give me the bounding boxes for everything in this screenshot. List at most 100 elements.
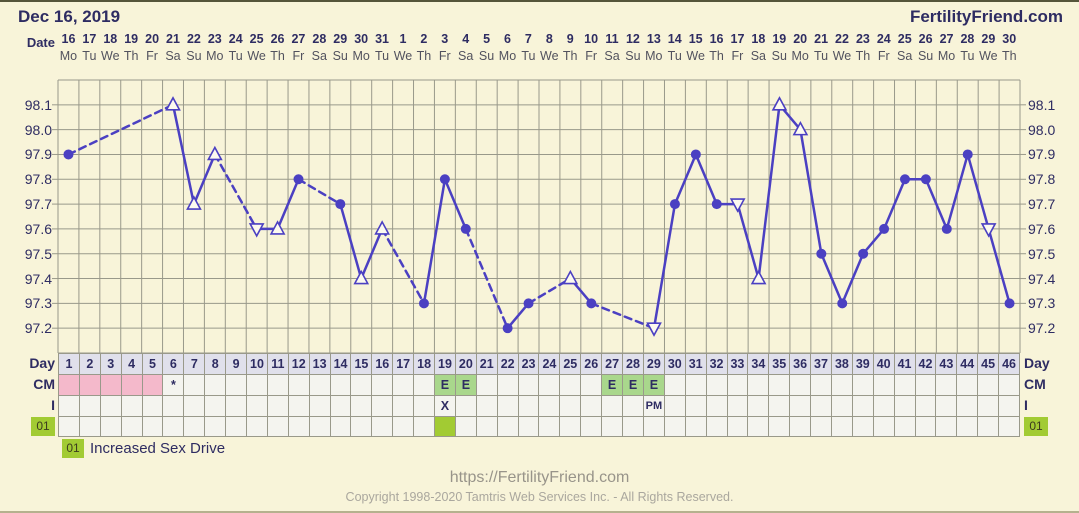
event-01-cell[interactable] (811, 417, 832, 436)
day-number-cell[interactable]: 6 (163, 354, 185, 374)
cm-cell[interactable] (873, 375, 895, 395)
event-01-cell[interactable] (393, 417, 415, 436)
event-01-cell[interactable] (476, 417, 498, 436)
cm-cell[interactable] (393, 375, 415, 395)
intercourse-cell[interactable] (915, 396, 937, 416)
intercourse-cell[interactable] (267, 396, 289, 416)
cm-cell[interactable] (121, 375, 143, 395)
intercourse-cell[interactable] (664, 396, 686, 416)
event-01-cell[interactable] (706, 417, 728, 436)
day-number-cell[interactable]: 15 (351, 354, 373, 374)
event-01-cell[interactable] (915, 417, 937, 436)
cm-cell[interactable] (999, 375, 1020, 395)
cm-cell[interactable] (351, 375, 373, 395)
event-01-cell[interactable] (330, 417, 352, 436)
cm-cell[interactable] (894, 375, 916, 395)
intercourse-cell[interactable] (247, 396, 268, 416)
day-number-cell[interactable]: 17 (393, 354, 415, 374)
day-number-cell[interactable]: 4 (121, 354, 143, 374)
event-01-cell[interactable] (59, 417, 80, 436)
event-01-cell[interactable] (769, 417, 791, 436)
day-number-cell[interactable]: 24 (539, 354, 561, 374)
day-number-cell[interactable]: 35 (769, 354, 791, 374)
intercourse-cell[interactable] (59, 396, 80, 416)
day-number-cell[interactable]: 7 (184, 354, 206, 374)
intercourse-cell[interactable] (372, 396, 394, 416)
day-number-cell[interactable]: 45 (978, 354, 1000, 374)
event-01-cell[interactable] (999, 417, 1020, 436)
event-01-cell[interactable] (226, 417, 248, 436)
event-01-cell[interactable] (560, 417, 582, 436)
cm-cell[interactable] (957, 375, 979, 395)
day-number-cell[interactable]: 30 (664, 354, 686, 374)
intercourse-cell[interactable] (790, 396, 812, 416)
cm-cell[interactable] (476, 375, 498, 395)
day-number-cell[interactable]: 31 (685, 354, 707, 374)
event-01-cell[interactable] (623, 417, 644, 436)
day-number-cell[interactable]: 1 (59, 354, 80, 374)
event-01-cell[interactable] (455, 417, 477, 436)
event-01-cell[interactable] (852, 417, 874, 436)
cm-cell[interactable] (685, 375, 707, 395)
cm-cell[interactable] (330, 375, 352, 395)
footer-url[interactable]: https://FertilityFriend.com (449, 469, 630, 486)
day-number-cell[interactable]: 23 (518, 354, 540, 374)
day-number-cell[interactable]: 18 (414, 354, 436, 374)
cm-cell[interactable] (100, 375, 122, 395)
intercourse-cell[interactable]: X (435, 396, 456, 416)
intercourse-cell[interactable] (414, 396, 436, 416)
event-01-cell[interactable] (539, 417, 561, 436)
intercourse-cell[interactable] (852, 396, 874, 416)
intercourse-cell[interactable] (831, 396, 853, 416)
event-01-cell[interactable] (894, 417, 916, 436)
cm-cell[interactable]: * (163, 375, 185, 395)
intercourse-cell[interactable] (288, 396, 310, 416)
intercourse-cell[interactable] (163, 396, 185, 416)
day-number-cell[interactable]: 11 (267, 354, 289, 374)
cm-cell[interactable] (267, 375, 289, 395)
event-01-cell[interactable] (685, 417, 707, 436)
intercourse-cell[interactable] (623, 396, 644, 416)
intercourse-cell[interactable] (205, 396, 227, 416)
day-number-cell[interactable]: 10 (247, 354, 268, 374)
intercourse-cell[interactable] (497, 396, 519, 416)
intercourse-cell[interactable] (226, 396, 248, 416)
event-01-cell[interactable] (957, 417, 979, 436)
day-number-cell[interactable]: 43 (936, 354, 958, 374)
cm-cell[interactable] (518, 375, 540, 395)
cm-cell[interactable] (811, 375, 832, 395)
day-number-cell[interactable]: 41 (894, 354, 916, 374)
cm-cell[interactable] (184, 375, 206, 395)
event-01-cell[interactable] (309, 417, 331, 436)
day-number-cell[interactable]: 40 (873, 354, 895, 374)
cm-cell[interactable] (790, 375, 812, 395)
cm-cell[interactable]: E (623, 375, 644, 395)
cm-cell[interactable] (414, 375, 436, 395)
event-01-cell[interactable] (435, 417, 456, 436)
day-number-cell[interactable]: 19 (435, 354, 456, 374)
cm-cell[interactable] (59, 375, 80, 395)
event-01-cell[interactable] (267, 417, 289, 436)
day-number-cell[interactable]: 39 (852, 354, 874, 374)
event-01-cell[interactable] (664, 417, 686, 436)
event-01-cell[interactable] (497, 417, 519, 436)
cm-cell[interactable] (936, 375, 958, 395)
intercourse-cell[interactable] (873, 396, 895, 416)
event-01-cell[interactable] (727, 417, 749, 436)
event-01-cell[interactable] (163, 417, 185, 436)
intercourse-cell[interactable] (811, 396, 832, 416)
intercourse-cell[interactable] (539, 396, 561, 416)
intercourse-cell[interactable] (476, 396, 498, 416)
event-01-cell[interactable] (873, 417, 895, 436)
event-01-cell[interactable] (142, 417, 164, 436)
intercourse-cell[interactable] (560, 396, 582, 416)
intercourse-cell[interactable] (351, 396, 373, 416)
day-number-cell[interactable]: 28 (623, 354, 644, 374)
cm-cell[interactable] (664, 375, 686, 395)
day-number-cell[interactable]: 32 (706, 354, 728, 374)
day-number-cell[interactable]: 16 (372, 354, 394, 374)
intercourse-cell[interactable] (455, 396, 477, 416)
intercourse-cell[interactable] (602, 396, 624, 416)
day-number-cell[interactable]: 2 (79, 354, 101, 374)
cm-cell[interactable] (915, 375, 937, 395)
